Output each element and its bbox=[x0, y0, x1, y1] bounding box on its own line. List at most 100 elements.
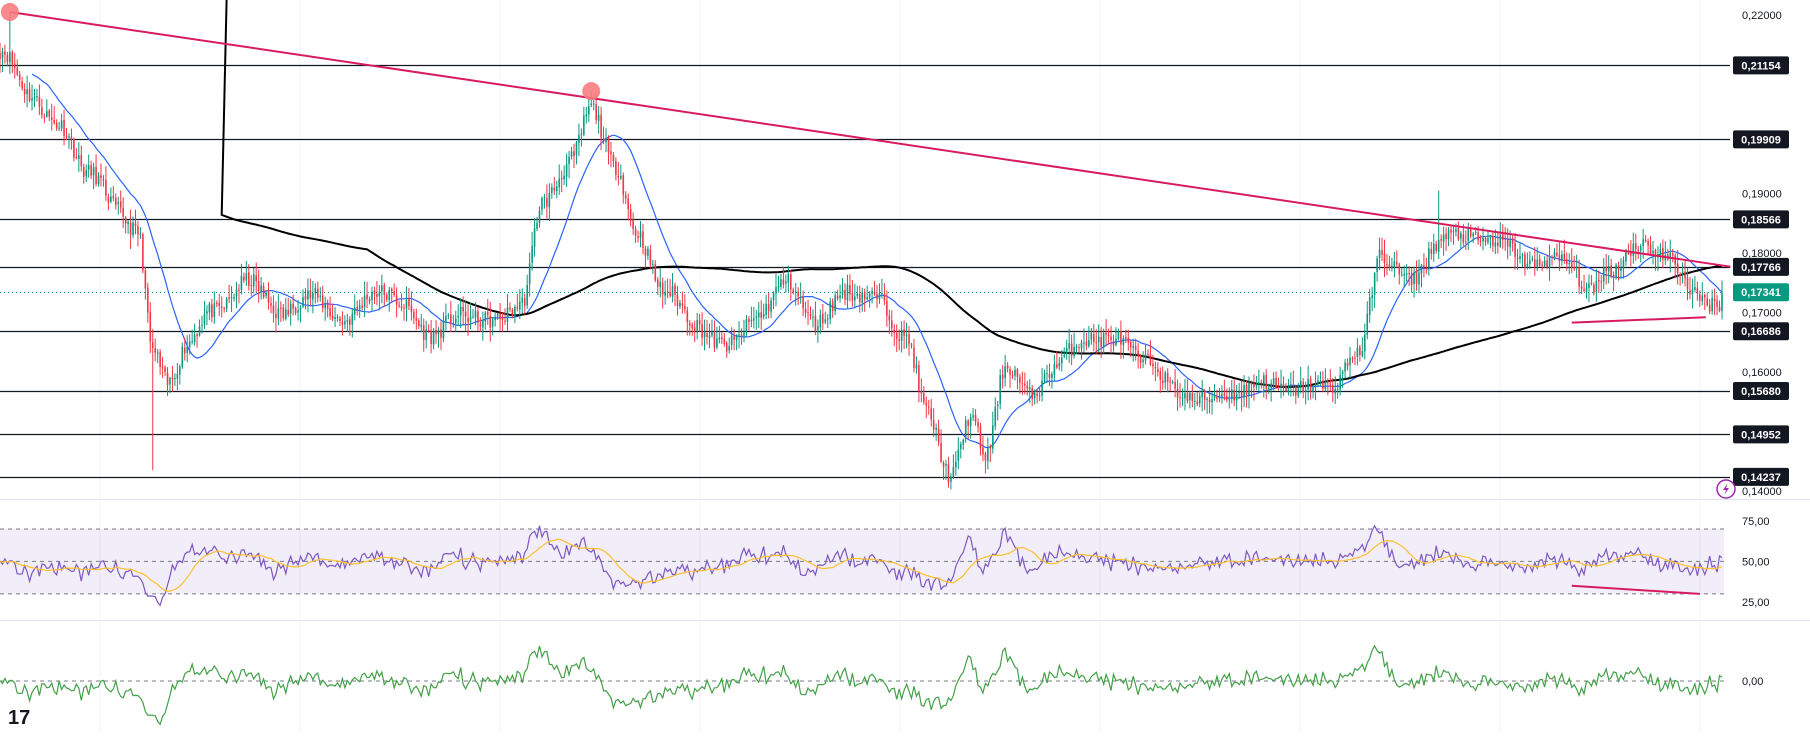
candle-body bbox=[1211, 399, 1213, 403]
candle-body bbox=[1142, 359, 1144, 362]
candle-body bbox=[1472, 233, 1474, 237]
candle-body bbox=[361, 305, 363, 308]
candle-body bbox=[1090, 333, 1093, 340]
candle-body bbox=[671, 286, 674, 297]
trendline bbox=[9, 11, 1731, 268]
candle-body bbox=[122, 208, 124, 217]
candle-body bbox=[1181, 397, 1184, 399]
candle-body bbox=[1676, 263, 1679, 274]
rsi-ma-line bbox=[0, 538, 1723, 592]
candle-body bbox=[1625, 252, 1627, 262]
candle-body bbox=[1612, 275, 1615, 278]
candle-body bbox=[743, 332, 745, 338]
candle-body bbox=[1171, 381, 1174, 383]
candle-body bbox=[427, 330, 430, 332]
candle-body bbox=[780, 279, 782, 287]
candle-body bbox=[1154, 367, 1157, 369]
candle-body bbox=[624, 195, 627, 199]
candle-body bbox=[275, 313, 277, 319]
candle-body bbox=[1588, 283, 1590, 289]
candle-body bbox=[1568, 262, 1571, 264]
candle-body bbox=[289, 303, 292, 314]
candle-body bbox=[760, 312, 763, 319]
candle-body bbox=[1240, 391, 1243, 398]
candle-body bbox=[87, 164, 90, 170]
price-axis-tick: 0,14000 bbox=[1742, 486, 1782, 498]
candle-body bbox=[240, 275, 243, 290]
candle-body bbox=[506, 307, 509, 322]
candle-body bbox=[75, 156, 78, 158]
candle-body bbox=[501, 318, 504, 320]
candle-body bbox=[644, 248, 647, 256]
candle-body bbox=[292, 303, 294, 309]
candle-body bbox=[789, 274, 792, 290]
candle-body bbox=[368, 299, 371, 302]
candle-body bbox=[1408, 272, 1410, 274]
candle-body bbox=[1100, 337, 1102, 347]
candle-body bbox=[1617, 265, 1620, 270]
candle-body bbox=[159, 351, 161, 368]
candle-body bbox=[1467, 229, 1470, 241]
candle-body bbox=[1026, 385, 1029, 389]
candle-body bbox=[893, 329, 896, 333]
candle-body bbox=[1593, 284, 1595, 293]
candle-body bbox=[910, 344, 913, 347]
candle-body bbox=[41, 107, 43, 116]
candle-body bbox=[905, 334, 908, 337]
swing-high-marker[interactable] bbox=[0, 3, 19, 21]
candle-body bbox=[913, 347, 915, 368]
candle-body bbox=[716, 338, 718, 348]
candle-body bbox=[422, 325, 425, 340]
candle-body bbox=[494, 316, 496, 321]
candle-body bbox=[1565, 259, 1568, 265]
candle-body bbox=[1644, 240, 1647, 242]
candle-body bbox=[994, 407, 997, 427]
candle-body bbox=[257, 281, 260, 291]
candle-body bbox=[568, 156, 570, 165]
candle-body bbox=[721, 337, 723, 339]
candle-body bbox=[1203, 392, 1206, 401]
candle-body bbox=[1336, 389, 1339, 391]
candle-body bbox=[413, 311, 415, 319]
candle-body bbox=[1009, 368, 1011, 375]
candle-body bbox=[60, 120, 63, 129]
candle-body bbox=[1556, 252, 1558, 256]
candle-body bbox=[65, 136, 68, 138]
candle-body bbox=[11, 52, 14, 65]
candle-body bbox=[1630, 252, 1632, 256]
candle-body bbox=[149, 311, 152, 342]
candle-body bbox=[250, 285, 253, 287]
candle-body bbox=[797, 291, 799, 297]
candle-body bbox=[1127, 337, 1130, 343]
candle-body bbox=[28, 88, 31, 101]
candle-body bbox=[1122, 338, 1125, 345]
candle-body bbox=[1691, 289, 1694, 295]
candle-body bbox=[1457, 227, 1460, 240]
swing-high-marker[interactable] bbox=[582, 82, 601, 101]
candle-body bbox=[1381, 250, 1383, 255]
candle-body bbox=[1437, 239, 1440, 252]
level-price-badge-bg bbox=[1733, 382, 1789, 401]
candle-body bbox=[932, 420, 935, 430]
candle-body bbox=[669, 291, 671, 296]
candle-body bbox=[1095, 342, 1098, 344]
candle-body bbox=[1339, 375, 1341, 390]
candle-body bbox=[420, 324, 423, 327]
candle-body bbox=[457, 315, 460, 318]
candle-body bbox=[819, 314, 822, 328]
candle-body bbox=[1208, 399, 1211, 403]
candle-body bbox=[580, 133, 583, 135]
candle-body bbox=[647, 248, 649, 257]
candle-body bbox=[1524, 253, 1526, 268]
candle-body bbox=[445, 315, 447, 322]
candle-body bbox=[632, 220, 634, 229]
candle-body bbox=[585, 114, 588, 117]
candle-body bbox=[1201, 392, 1203, 398]
candle-body bbox=[1019, 376, 1021, 383]
candle-body bbox=[812, 316, 814, 318]
current-price-badge: 0,17341 bbox=[1741, 287, 1781, 299]
candle-body bbox=[964, 420, 967, 439]
lightning-alert-icon[interactable] bbox=[1716, 479, 1736, 499]
candle-body bbox=[979, 426, 982, 449]
